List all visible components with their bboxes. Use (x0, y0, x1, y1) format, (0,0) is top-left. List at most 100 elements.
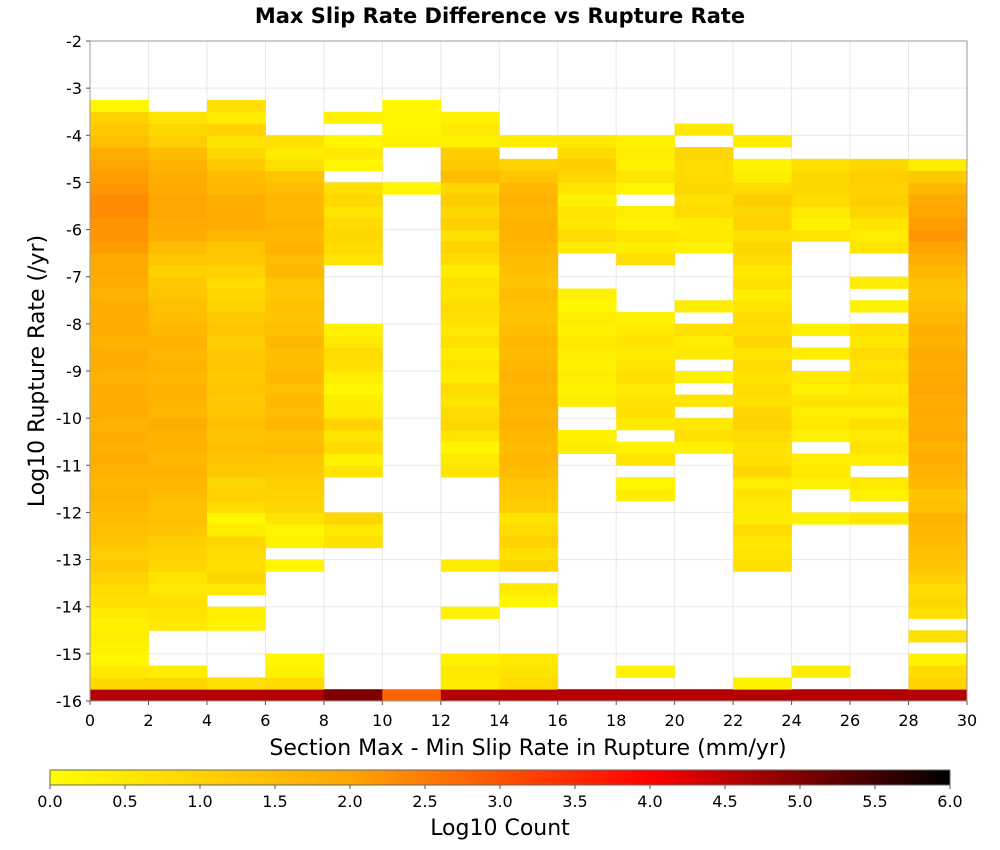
heatmap-cell (733, 429, 792, 443)
heatmap-cell (674, 347, 734, 360)
heatmap-cell (323, 689, 383, 702)
y-tick-label: -11 (56, 456, 82, 475)
heatmap-cell (206, 111, 266, 124)
heatmap-cell (206, 689, 266, 702)
chart-title: Max Slip Rate Difference vs Rupture Rate (255, 4, 745, 28)
heatmap-cell (148, 182, 208, 195)
heatmap-cells (90, 99, 968, 702)
heatmap-cell (265, 194, 325, 207)
heatmap-cell (440, 182, 500, 195)
heatmap-cell (265, 406, 325, 419)
heatmap-cell (206, 677, 266, 690)
heatmap-cell (265, 394, 325, 407)
heatmap-cell (499, 182, 559, 195)
heatmap-cell (206, 500, 266, 513)
heatmap-cell (148, 524, 208, 537)
heatmap-cell (733, 253, 792, 266)
heatmap-cell (908, 547, 968, 560)
heatmap-cell (382, 689, 442, 702)
heatmap-cell (908, 241, 968, 254)
heatmap-cell (265, 264, 325, 278)
heatmap-cell (148, 453, 208, 466)
heatmap-cell (265, 347, 325, 360)
heatmap-cell (908, 264, 968, 278)
heatmap-cell (90, 147, 149, 160)
heatmap-cell (323, 429, 383, 443)
heatmap-cell (850, 406, 909, 419)
heatmap-cell (206, 135, 266, 148)
colorbar-tick-label: 2.5 (412, 792, 437, 811)
heatmap-cell (265, 536, 325, 549)
heatmap-cell (616, 312, 676, 325)
heatmap-cell (206, 253, 266, 266)
heatmap-cell (440, 241, 500, 254)
heatmap-cell (499, 264, 559, 278)
heatmap-cell (90, 630, 149, 643)
heatmap-cell (90, 559, 149, 572)
heatmap-cell (90, 194, 149, 207)
heatmap-cell (148, 618, 208, 631)
colorbar-tick-label: 5.5 (862, 792, 887, 811)
heatmap-cell (148, 371, 208, 384)
heatmap-cell (206, 524, 266, 537)
heatmap-cell (323, 229, 383, 242)
heatmap-cell (908, 312, 968, 325)
heatmap-cell (908, 559, 968, 572)
heatmap-cell (265, 170, 325, 183)
heatmap-cell (557, 194, 617, 207)
heatmap-cell (90, 500, 149, 513)
heatmap-cell (908, 335, 968, 348)
y-tick-label: -7 (66, 268, 82, 287)
heatmap-cell (90, 653, 149, 667)
heatmap-cell (616, 441, 676, 454)
heatmap-cell (265, 135, 325, 148)
heatmap-cell (733, 418, 792, 431)
heatmap-cell (908, 394, 968, 407)
heatmap-cell (323, 406, 383, 419)
heatmap-cell (616, 665, 676, 678)
heatmap-cell (850, 488, 909, 502)
heatmap-cell (265, 335, 325, 348)
heatmap-cell (733, 512, 792, 525)
heatmap-cell (323, 512, 383, 525)
heatmap-cell (90, 170, 149, 183)
heatmap-cell (323, 418, 383, 431)
colorbar-tick-label: 0.0 (37, 792, 62, 811)
heatmap-cell (265, 206, 325, 219)
heatmap-cell (616, 394, 676, 407)
heatmap-cell (908, 206, 968, 219)
heatmap-cell (850, 170, 909, 183)
heatmap-cell (265, 665, 325, 678)
heatmap-cell (90, 382, 149, 395)
heatmap-cell (90, 689, 149, 702)
heatmap-cell (148, 217, 208, 230)
heatmap-cell (148, 606, 208, 619)
heatmap-cell (265, 312, 325, 325)
heatmap-cell (791, 158, 851, 172)
heatmap-cell (557, 135, 617, 148)
heatmap-cell (499, 441, 559, 454)
heatmap-cell (265, 276, 325, 289)
heatmap-cell (674, 689, 734, 702)
heatmap-cell (148, 347, 208, 360)
x-tick-label: 6 (260, 711, 270, 730)
heatmap-cell (148, 571, 208, 584)
heatmap-cell (323, 453, 383, 466)
heatmap-cell (440, 217, 500, 230)
heatmap-cell (733, 264, 792, 278)
heatmap-cell (733, 359, 792, 372)
heatmap-cell (90, 512, 149, 525)
heatmap-cell (791, 371, 851, 384)
heatmap-cell (850, 394, 909, 407)
heatmap-cell (440, 359, 500, 372)
heatmap-cell (557, 300, 617, 313)
heatmap-cell (850, 347, 909, 360)
heatmap-cell (90, 264, 149, 278)
heatmap-cell (499, 536, 559, 549)
heatmap-cell (557, 371, 617, 384)
heatmap-cell (908, 630, 968, 643)
heatmap-cell (733, 135, 792, 148)
heatmap-cell (557, 217, 617, 230)
heatmap-cell (616, 206, 676, 219)
heatmap-cell (90, 465, 149, 478)
